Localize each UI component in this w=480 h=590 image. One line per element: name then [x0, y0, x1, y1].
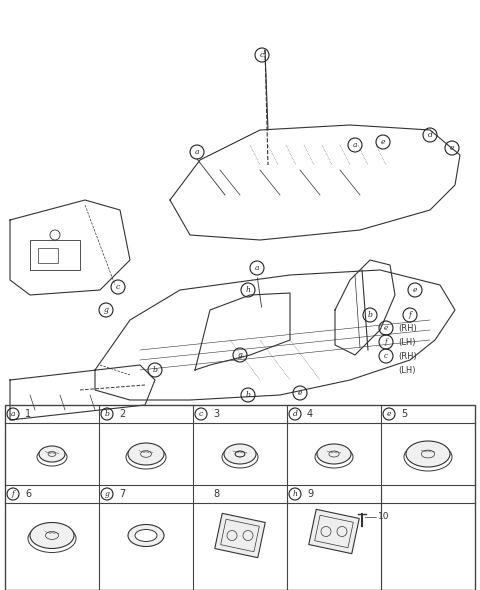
Ellipse shape — [224, 444, 256, 464]
Polygon shape — [170, 125, 460, 240]
Ellipse shape — [135, 529, 157, 542]
Text: c: c — [260, 51, 264, 59]
Text: 6: 6 — [25, 489, 31, 499]
Text: a: a — [195, 148, 199, 156]
Text: (LH): (LH) — [398, 337, 416, 346]
Text: f: f — [384, 338, 387, 346]
Ellipse shape — [39, 446, 65, 462]
Text: c: c — [384, 352, 388, 360]
Text: 7: 7 — [119, 489, 125, 499]
Text: e: e — [413, 286, 417, 294]
Text: e: e — [384, 324, 388, 332]
Polygon shape — [10, 200, 130, 295]
Text: e: e — [450, 144, 454, 152]
Text: 10: 10 — [378, 512, 389, 521]
Ellipse shape — [128, 525, 164, 546]
Text: e: e — [387, 410, 391, 418]
Text: a: a — [11, 410, 15, 418]
Text: g: g — [238, 351, 242, 359]
Polygon shape — [309, 509, 359, 553]
Text: 9: 9 — [307, 489, 313, 499]
Ellipse shape — [128, 443, 164, 465]
Text: 1: 1 — [25, 409, 31, 419]
Polygon shape — [95, 270, 455, 400]
Text: (LH): (LH) — [398, 365, 416, 375]
Text: c: c — [116, 283, 120, 291]
Text: d: d — [428, 131, 432, 139]
Text: b: b — [368, 311, 372, 319]
Polygon shape — [215, 513, 265, 558]
Text: g: g — [105, 490, 109, 498]
Text: c: c — [199, 410, 203, 418]
Text: (RH): (RH) — [398, 352, 417, 360]
Text: b: b — [153, 366, 157, 374]
Text: 3: 3 — [213, 409, 219, 419]
Text: 4: 4 — [307, 409, 313, 419]
Text: f: f — [408, 311, 411, 319]
Text: 8: 8 — [213, 489, 219, 499]
Text: (RH): (RH) — [398, 323, 417, 333]
Text: f: f — [12, 490, 14, 498]
Polygon shape — [10, 365, 155, 420]
Text: g: g — [104, 306, 108, 314]
Polygon shape — [335, 260, 395, 355]
Text: b: b — [246, 391, 251, 399]
Ellipse shape — [30, 523, 74, 549]
Text: 5: 5 — [401, 409, 407, 419]
Text: 2: 2 — [119, 409, 125, 419]
Text: b: b — [105, 410, 109, 418]
Text: e: e — [298, 389, 302, 397]
Text: h: h — [293, 490, 298, 498]
Text: a: a — [255, 264, 259, 272]
Text: h: h — [246, 286, 251, 294]
Ellipse shape — [406, 441, 450, 467]
Ellipse shape — [317, 444, 351, 464]
Text: d: d — [293, 410, 298, 418]
Text: e: e — [381, 138, 385, 146]
Text: a: a — [353, 141, 357, 149]
